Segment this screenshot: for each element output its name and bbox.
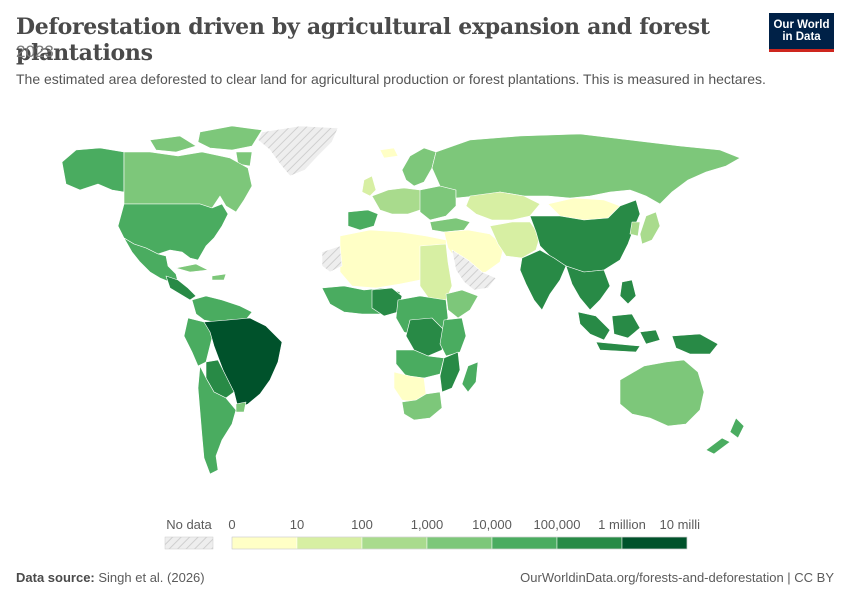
northern-south-america[interactable] xyxy=(191,295,253,323)
map-legend: No data 0 10 100 1,000 10,000 100,000 1 millio… xyxy=(164,517,700,550)
china[interactable] xyxy=(529,199,641,273)
legend-bin-5[interactable] xyxy=(556,536,623,550)
united-kingdom[interactable] xyxy=(361,175,377,197)
chart-title: Deforestation driven by agricultural exp… xyxy=(16,14,710,66)
argentina-chile[interactable] xyxy=(197,365,237,475)
scandinavia[interactable] xyxy=(401,147,437,187)
brazil[interactable] xyxy=(203,317,283,409)
legend-no-data-label: No data xyxy=(166,517,212,532)
new-zealand[interactable] xyxy=(705,417,745,455)
canada-islands[interactable] xyxy=(149,125,263,167)
iceland[interactable] xyxy=(379,147,399,159)
world-map xyxy=(61,125,745,475)
source-text: Singh et al. (2026) xyxy=(98,570,205,585)
south-africa[interactable] xyxy=(401,391,443,421)
eastern-europe[interactable] xyxy=(419,185,457,221)
legend-tick-label: 1 million xyxy=(598,517,646,532)
new-guinea[interactable] xyxy=(671,333,719,355)
logo-line-1: Our World xyxy=(773,19,830,31)
legend-bar-outline xyxy=(231,536,688,550)
turkey[interactable] xyxy=(429,217,471,233)
southeast-asia[interactable] xyxy=(565,265,611,311)
legend-bin-2[interactable] xyxy=(361,536,428,550)
greenland[interactable] xyxy=(257,125,339,177)
uruguay[interactable] xyxy=(235,401,247,413)
angola-zambia[interactable] xyxy=(395,349,445,379)
legend-tick-label: 10 million xyxy=(660,517,700,532)
legend-bin-3[interactable] xyxy=(426,536,493,550)
source-link[interactable]: OurWorldinData.org/forests-and-deforesta… xyxy=(520,570,834,585)
legend-tick-label: 10,000 xyxy=(472,517,512,532)
arabia[interactable] xyxy=(451,249,497,291)
western-europe[interactable] xyxy=(371,187,427,215)
iberia[interactable] xyxy=(347,209,379,231)
logo-line-2: in Data xyxy=(782,31,821,43)
legend-tick-label: 0 xyxy=(228,517,235,532)
philippines[interactable] xyxy=(619,279,637,305)
indonesia[interactable] xyxy=(577,311,661,353)
data-source: Data source: Singh et al. (2026) xyxy=(16,570,205,585)
dr-congo[interactable] xyxy=(405,317,445,357)
central-america[interactable] xyxy=(165,275,197,301)
legend-bin-0[interactable] xyxy=(231,536,298,550)
legend-bin-6[interactable] xyxy=(621,536,688,550)
legend-tick-label: 100,000 xyxy=(534,517,581,532)
legend-tick-label: 1,000 xyxy=(411,517,444,532)
east-africa[interactable] xyxy=(439,317,467,357)
mozambique[interactable] xyxy=(439,351,461,393)
legend-no-data-swatch xyxy=(164,536,214,550)
western-sahara[interactable] xyxy=(321,245,343,273)
japan[interactable] xyxy=(629,211,661,245)
legend-tick-label: 10 xyxy=(290,517,304,532)
central-asia[interactable] xyxy=(489,221,541,259)
sudan[interactable] xyxy=(419,243,453,301)
legend-bin-4[interactable] xyxy=(491,536,558,550)
australia[interactable] xyxy=(619,359,705,427)
kazakhstan[interactable] xyxy=(465,191,541,221)
canada[interactable] xyxy=(123,151,253,213)
alaska[interactable] xyxy=(61,147,125,193)
madagascar[interactable] xyxy=(461,361,479,393)
chart-subtitle: The estimated area deforested to clear l… xyxy=(16,71,766,87)
owid-logo[interactable]: Our World in Data xyxy=(769,13,834,52)
horn-of-africa[interactable] xyxy=(445,289,479,319)
caribbean[interactable] xyxy=(175,263,227,281)
russia[interactable] xyxy=(431,133,741,205)
legend-bin-1[interactable] xyxy=(296,536,363,550)
chart-year: 2023 xyxy=(16,42,54,61)
legend-tick-label: 100 xyxy=(351,517,373,532)
mexico[interactable] xyxy=(123,237,179,283)
india[interactable] xyxy=(519,249,567,311)
source-label: Data source: xyxy=(16,570,95,585)
